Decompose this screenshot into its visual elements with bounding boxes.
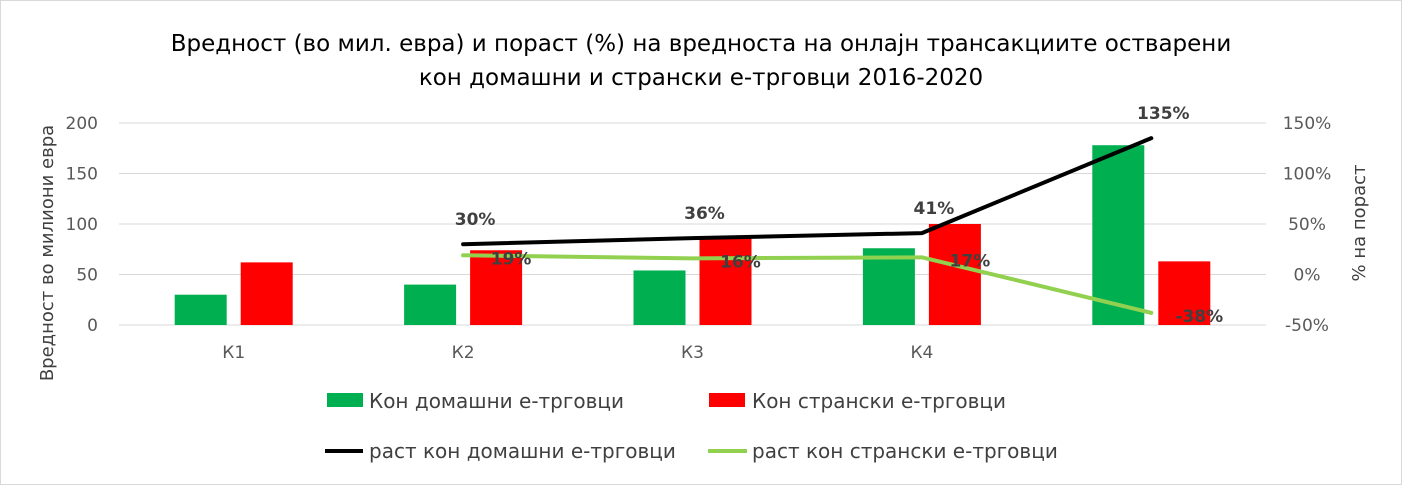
x-tick-label: К1 <box>222 343 245 363</box>
right-axis-ticks: 150% 100% 50% 0% -50% <box>1283 114 1332 336</box>
bars <box>174 145 1211 325</box>
legend-label-domestic-growth: раст кон домашни е-трговци <box>369 439 676 463</box>
bar-domestic <box>404 284 457 325</box>
bar-domestic <box>174 294 227 325</box>
gridlines <box>119 122 1266 326</box>
bar-foreign <box>470 250 523 325</box>
label-domestic-growth: 135% <box>1137 104 1190 124</box>
label-foreign-growth: 19% <box>491 249 532 269</box>
y-tick-label: 150 <box>66 165 98 185</box>
data-labels: 30% 36% 41% 135% 19% 16% 17% -38% <box>455 104 1223 327</box>
legend-label-domestic: Кон домашни е-трговци <box>369 389 624 413</box>
bar-foreign <box>699 237 752 325</box>
bar-domestic <box>633 270 686 325</box>
y2-tick-label: -50% <box>1285 316 1329 336</box>
y2-tick-label: 50% <box>1288 215 1326 235</box>
label-domestic-growth: 30% <box>455 210 496 230</box>
label-domestic-growth: 41% <box>914 199 955 219</box>
x-tick-label: К3 <box>681 343 704 363</box>
x-tick-label: К4 <box>910 343 933 363</box>
chart-title-line-2: кон домашни и странски е-трговци 2016-20… <box>419 65 983 91</box>
x-tick-label: К2 <box>452 343 475 363</box>
label-foreign-growth: 16% <box>720 252 761 272</box>
x-axis-ticks: К1 К2 К3 К4 <box>222 343 933 363</box>
legend: Кон домашни е-трговци Кон странски е-трг… <box>325 389 1058 463</box>
y-tick-label: 200 <box>66 114 98 134</box>
line-domestic-growth <box>461 136 1154 247</box>
label-foreign-growth: 17% <box>950 251 991 271</box>
label-foreign-growth: -38% <box>1175 307 1223 327</box>
legend-label-foreign: Кон странски е-трговци <box>752 389 1006 413</box>
chart-title-line-1: Вредност (во мил. евра) и пораст (%) на … <box>171 31 1232 57</box>
bar-foreign <box>1158 261 1211 325</box>
y-tick-label: 100 <box>66 215 98 235</box>
y-tick-label: 50 <box>76 266 98 286</box>
line-foreign-growth <box>461 253 1154 315</box>
y2-tick-label: 0% <box>1294 266 1321 286</box>
y2-tick-label: 100% <box>1283 165 1332 185</box>
bar-foreign <box>928 224 981 325</box>
bar-domestic <box>1092 145 1145 325</box>
bar-foreign <box>240 262 293 325</box>
y-axis-title: Вредност во милиони евра <box>37 125 58 381</box>
legend-swatch-domestic <box>327 393 363 407</box>
y2-axis-title: % на пораст <box>1349 165 1370 282</box>
legend-label-foreign-growth: раст кон странски е-трговци <box>752 439 1058 463</box>
y-tick-label: 0 <box>87 316 98 336</box>
y2-tick-label: 150% <box>1283 114 1332 134</box>
left-axis-ticks: 200 150 100 50 0 <box>66 114 98 336</box>
legend-swatch-foreign <box>709 393 745 407</box>
lines <box>461 136 1154 315</box>
bar-domestic <box>862 248 915 325</box>
label-domestic-growth: 36% <box>684 204 725 224</box>
